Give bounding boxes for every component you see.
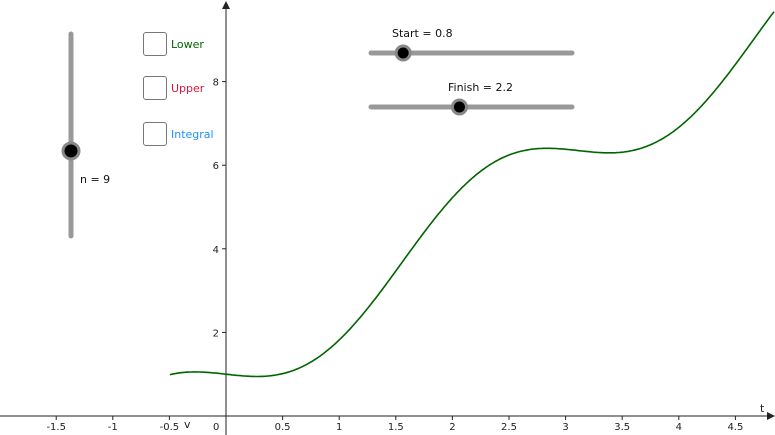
x-tick-label: -1 bbox=[108, 422, 118, 433]
finish-slider-label: Finish = 2.2 bbox=[448, 81, 514, 94]
upper-checkbox-label[interactable]: Upper bbox=[171, 81, 205, 95]
start-slider[interactable] bbox=[368, 44, 575, 62]
x-tick-label: 3.5 bbox=[614, 422, 630, 433]
x-tick-label: 0.5 bbox=[275, 422, 291, 433]
x-tick-label: -0.5 bbox=[160, 422, 180, 433]
x-tick-label: 1 bbox=[336, 422, 342, 433]
y-axis-arrow-icon bbox=[222, 1, 230, 9]
start-slider-handle[interactable] bbox=[394, 44, 412, 62]
x-tick-label: 4.5 bbox=[727, 422, 743, 433]
finish-slider-handle[interactable] bbox=[450, 98, 468, 116]
start-slider-label: Start = 0.8 bbox=[392, 27, 453, 40]
y-axis-name: v bbox=[184, 418, 191, 431]
n-slider-label: n = 9 bbox=[80, 173, 111, 186]
integral-checkbox-row[interactable]: Integral bbox=[143, 122, 214, 146]
x-tick-label: 2 bbox=[449, 422, 455, 433]
y-tick-label: 8 bbox=[213, 78, 219, 89]
x-tick-label: 3 bbox=[562, 422, 568, 433]
x-axis-arrow-icon bbox=[767, 412, 775, 420]
x-tick-label: -1.5 bbox=[46, 422, 66, 433]
finish-slider[interactable] bbox=[368, 98, 575, 116]
origin-label: 0 bbox=[213, 422, 219, 433]
y-tick-label: 6 bbox=[213, 161, 219, 172]
x-tick-label: 2.5 bbox=[501, 422, 517, 433]
n-slider[interactable] bbox=[61, 31, 81, 239]
lower-checkbox-label[interactable]: Lower bbox=[171, 37, 204, 51]
y-tick-label: 2 bbox=[213, 328, 219, 339]
lower-checkbox[interactable] bbox=[143, 32, 167, 56]
x-tick-label: 4 bbox=[676, 422, 682, 433]
integral-checkbox-label[interactable]: Integral bbox=[171, 127, 214, 141]
upper-checkbox[interactable] bbox=[143, 76, 167, 100]
y-tick-label: 4 bbox=[213, 245, 219, 256]
integral-checkbox[interactable] bbox=[143, 122, 167, 146]
upper-checkbox-row[interactable]: Upper bbox=[143, 76, 204, 100]
x-axis-name: t bbox=[760, 402, 765, 415]
n-slider-handle[interactable] bbox=[61, 141, 81, 161]
lower-checkbox-row[interactable]: Lower bbox=[143, 32, 204, 56]
x-tick-label: 1.5 bbox=[388, 422, 404, 433]
function-curve[interactable] bbox=[169, 11, 775, 378]
